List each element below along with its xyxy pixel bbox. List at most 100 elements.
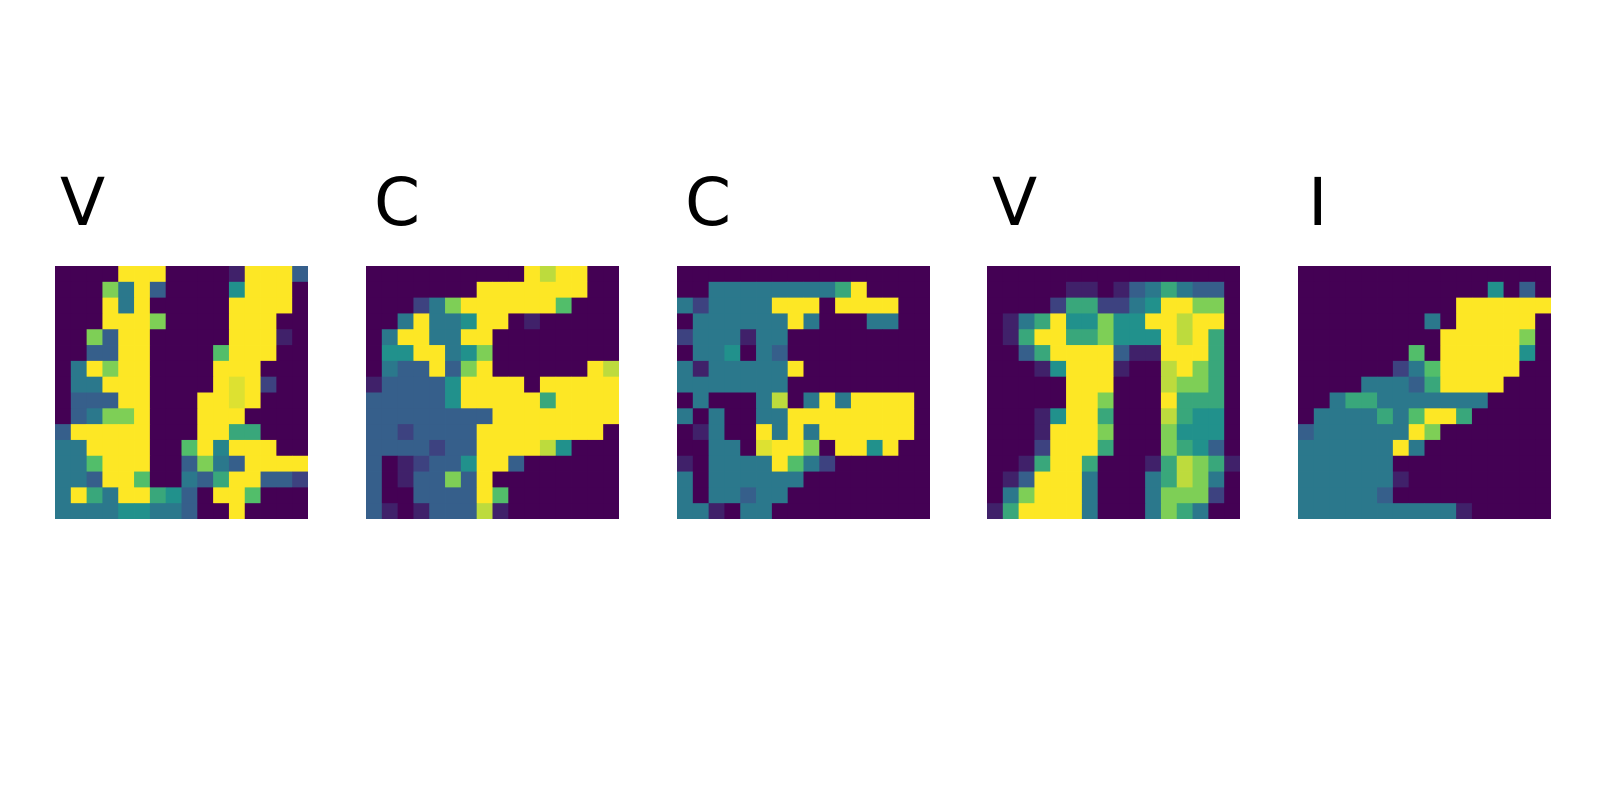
heatmap-cell bbox=[1002, 424, 1020, 441]
heatmap-cell bbox=[366, 281, 383, 299]
heatmap-cell bbox=[571, 345, 588, 362]
heatmap-cell bbox=[1113, 455, 1130, 472]
heatmap-cell bbox=[1066, 376, 1083, 393]
heatmap-cell bbox=[1050, 313, 1067, 330]
heatmap-cell bbox=[397, 408, 414, 425]
heatmap-cell bbox=[492, 439, 509, 457]
heatmap-cell bbox=[1298, 297, 1315, 314]
heatmap-cell bbox=[1176, 266, 1193, 283]
heatmap-cell bbox=[1392, 376, 1410, 393]
heatmap-cell bbox=[260, 424, 277, 441]
heatmap-cell bbox=[539, 345, 557, 362]
heatmap-cell bbox=[787, 392, 804, 409]
heatmap-cell bbox=[1424, 408, 1441, 425]
heatmap-cell bbox=[677, 360, 694, 378]
heatmap-cell bbox=[1208, 392, 1225, 409]
heatmap-cell bbox=[1456, 329, 1473, 346]
heatmap-cell bbox=[1408, 439, 1425, 457]
heatmap-cell bbox=[771, 297, 789, 314]
heatmap-cell bbox=[1487, 329, 1504, 346]
heatmap-cell bbox=[819, 455, 836, 472]
heatmap-cell bbox=[228, 345, 246, 362]
heatmap-cell bbox=[70, 281, 88, 299]
heatmap-cell bbox=[692, 471, 710, 488]
heatmap-cell bbox=[850, 392, 868, 409]
heatmap-cell bbox=[118, 392, 135, 409]
heatmap-cell bbox=[724, 424, 741, 441]
heatmap-cell bbox=[1002, 503, 1020, 519]
heatmap-cell bbox=[555, 360, 572, 378]
heatmap-cell bbox=[1176, 408, 1193, 425]
heatmap-cell bbox=[1176, 329, 1193, 346]
heatmap-cell bbox=[571, 376, 588, 393]
heatmap-cell bbox=[292, 439, 308, 457]
heatmap-cell bbox=[244, 455, 261, 472]
heatmap-cell bbox=[756, 424, 773, 441]
heatmap-cell bbox=[445, 360, 462, 378]
heatmap-cell bbox=[914, 455, 930, 472]
heatmap-cell bbox=[134, 281, 151, 299]
heatmap-cell bbox=[1176, 360, 1193, 378]
heatmap-cell bbox=[771, 455, 789, 472]
heatmap-cell bbox=[1535, 297, 1551, 314]
heatmap-cell bbox=[381, 297, 399, 314]
heatmap-cell bbox=[987, 281, 1004, 299]
heatmap-cell bbox=[677, 266, 694, 283]
heatmap-cell bbox=[1034, 329, 1051, 346]
heatmap-cell bbox=[1329, 376, 1346, 393]
heatmap-cell bbox=[181, 392, 198, 409]
heatmap-cell bbox=[445, 329, 462, 346]
heatmap-cell bbox=[603, 392, 619, 409]
heatmap-cell bbox=[1129, 455, 1146, 472]
heatmap-cell bbox=[1050, 376, 1067, 393]
heatmap-cell bbox=[165, 313, 182, 330]
heatmap-cell bbox=[539, 503, 557, 519]
heatmap-cell bbox=[1145, 487, 1162, 504]
heatmap-cell bbox=[134, 360, 151, 378]
heatmap-cell bbox=[708, 297, 725, 314]
heatmap-cell bbox=[1034, 487, 1051, 504]
heatmap-cell bbox=[1313, 376, 1331, 393]
heatmap-cell bbox=[260, 392, 277, 409]
heatmap-cell bbox=[1050, 281, 1067, 299]
heatmap-cell bbox=[555, 266, 572, 283]
heatmap-cell bbox=[508, 313, 525, 330]
heatmap-cell bbox=[86, 408, 103, 425]
heatmap-cell bbox=[228, 360, 246, 378]
heatmap-cell bbox=[787, 503, 804, 519]
heatmap-cell bbox=[70, 471, 88, 488]
heatmap-cell bbox=[1224, 376, 1240, 393]
heatmap-cell bbox=[381, 424, 399, 441]
heatmap-cell bbox=[1034, 439, 1051, 457]
heatmap-cell bbox=[1535, 455, 1551, 472]
heatmap-cell bbox=[987, 424, 1004, 441]
heatmap-cell bbox=[1129, 439, 1146, 457]
heatmap-cell bbox=[587, 439, 604, 457]
heatmap-cell bbox=[1034, 471, 1051, 488]
heatmap-cell bbox=[1345, 281, 1362, 299]
heatmap-cell bbox=[1192, 439, 1209, 457]
heatmap-cell bbox=[1208, 313, 1225, 330]
heatmap-cell bbox=[539, 376, 557, 393]
heatmap-cell bbox=[724, 392, 741, 409]
heatmap-cell bbox=[1018, 471, 1035, 488]
heatmap-cell bbox=[1034, 503, 1051, 519]
heatmap-cell bbox=[819, 297, 836, 314]
heatmap-cell bbox=[134, 471, 151, 488]
heatmap-cell bbox=[228, 487, 246, 504]
heatmap-cell bbox=[1487, 439, 1504, 457]
heatmap-cell bbox=[508, 424, 525, 441]
heatmap-cell bbox=[1313, 408, 1331, 425]
heatmap-cell bbox=[1377, 376, 1394, 393]
heatmap-cell bbox=[1329, 439, 1346, 457]
heatmap-cell bbox=[1361, 439, 1378, 457]
heatmap-cell bbox=[587, 424, 604, 441]
heatmap-cell bbox=[397, 281, 414, 299]
heatmap-cell bbox=[508, 360, 525, 378]
heatmap-cell bbox=[1535, 266, 1551, 283]
heatmap-cell bbox=[228, 503, 246, 519]
heatmap-cell bbox=[1002, 266, 1020, 283]
heatmap-cell bbox=[524, 297, 541, 314]
heatmap-cell bbox=[429, 345, 446, 362]
heatmap-cell bbox=[1503, 345, 1520, 362]
